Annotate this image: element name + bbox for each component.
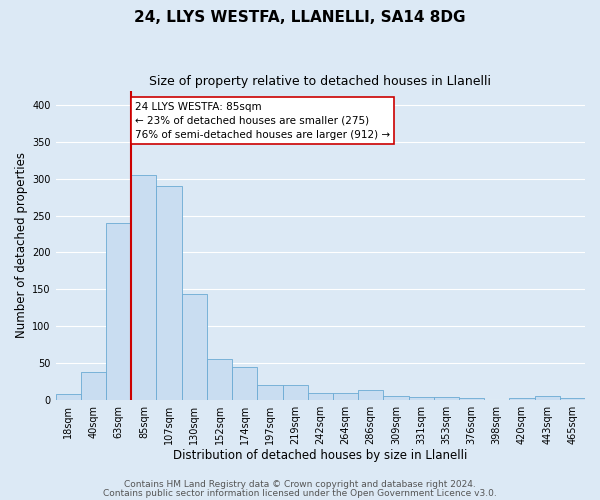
Bar xyxy=(535,396,560,400)
Bar xyxy=(157,186,182,400)
Text: 24 LLYS WESTFA: 85sqm
← 23% of detached houses are smaller (275)
76% of semi-det: 24 LLYS WESTFA: 85sqm ← 23% of detached … xyxy=(135,102,390,140)
Bar xyxy=(383,396,409,400)
Text: Contains HM Land Registry data © Crown copyright and database right 2024.: Contains HM Land Registry data © Crown c… xyxy=(124,480,476,489)
Bar xyxy=(56,394,81,400)
Bar xyxy=(409,397,434,400)
Bar xyxy=(81,372,106,400)
Bar xyxy=(333,393,358,400)
Bar xyxy=(257,385,283,400)
Title: Size of property relative to detached houses in Llanelli: Size of property relative to detached ho… xyxy=(149,75,491,88)
Bar xyxy=(232,366,257,400)
Text: Contains public sector information licensed under the Open Government Licence v3: Contains public sector information licen… xyxy=(103,488,497,498)
Bar xyxy=(459,398,484,400)
Bar xyxy=(106,223,131,400)
Bar xyxy=(434,397,459,400)
Bar xyxy=(560,398,585,400)
Bar xyxy=(131,175,157,400)
Bar xyxy=(182,294,207,400)
Bar xyxy=(308,393,333,400)
X-axis label: Distribution of detached houses by size in Llanelli: Distribution of detached houses by size … xyxy=(173,450,467,462)
Y-axis label: Number of detached properties: Number of detached properties xyxy=(15,152,28,338)
Bar xyxy=(358,390,383,400)
Text: 24, LLYS WESTFA, LLANELLI, SA14 8DG: 24, LLYS WESTFA, LLANELLI, SA14 8DG xyxy=(134,10,466,25)
Bar xyxy=(509,398,535,400)
Bar xyxy=(207,359,232,400)
Bar xyxy=(283,385,308,400)
